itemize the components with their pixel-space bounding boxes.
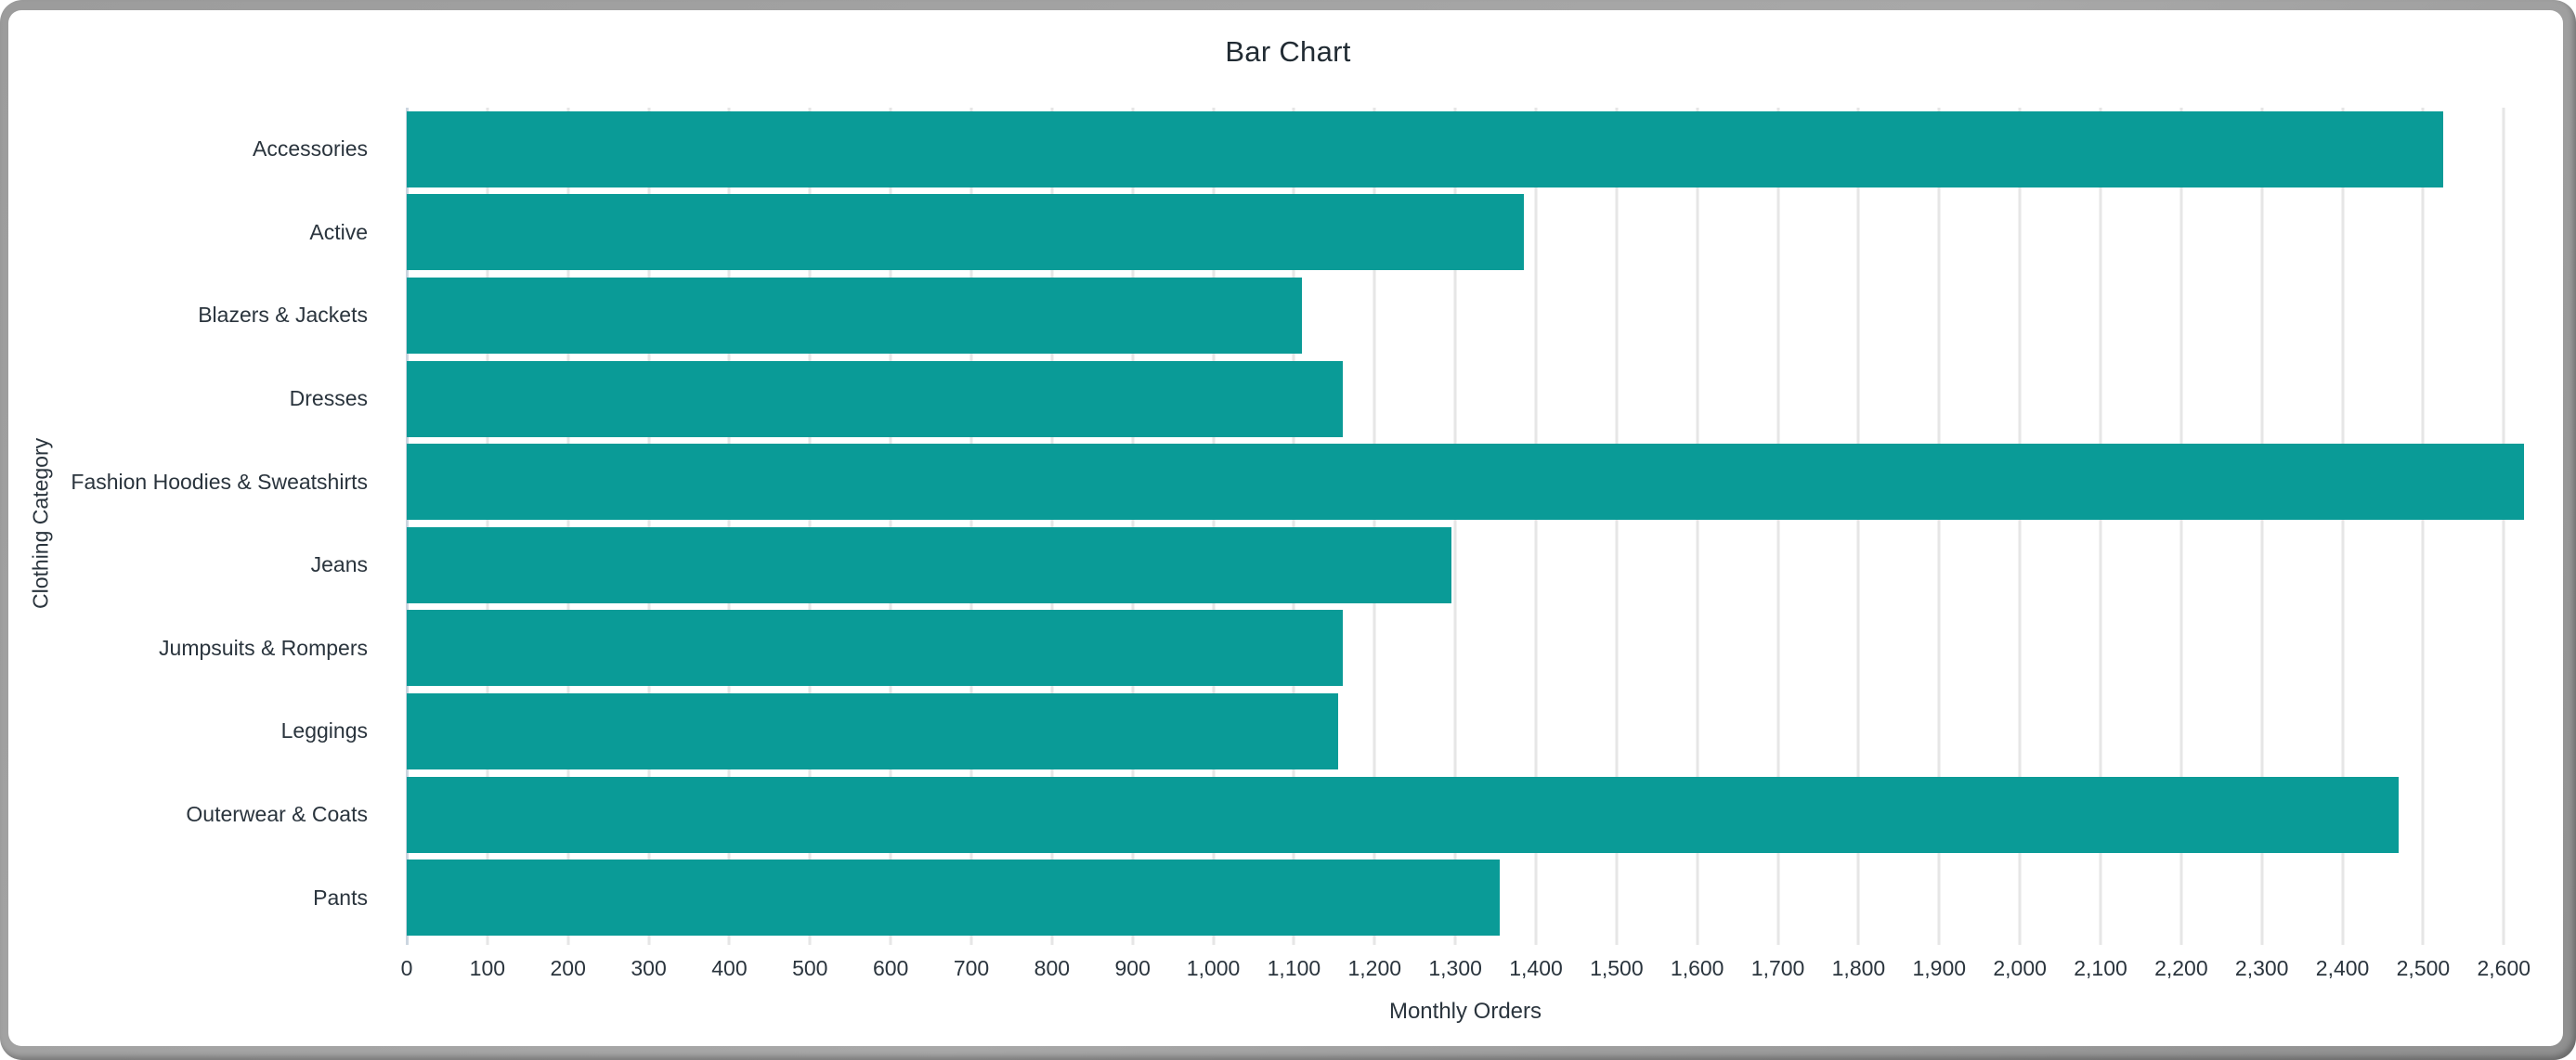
bar-row bbox=[407, 274, 2524, 357]
category-label: Active bbox=[309, 219, 368, 244]
bar-row bbox=[407, 524, 2524, 607]
gridline bbox=[647, 108, 651, 945]
gridline bbox=[969, 108, 973, 945]
gridline bbox=[808, 108, 812, 945]
gridline bbox=[1373, 108, 1376, 945]
axis-baseline bbox=[406, 108, 409, 945]
x-tick-label: 2,300 bbox=[2234, 956, 2289, 980]
category-label: Jeans bbox=[310, 552, 368, 577]
gridline bbox=[566, 108, 570, 945]
bar-jumpsuits-rompers[interactable] bbox=[407, 610, 1343, 687]
gridline bbox=[1292, 108, 1295, 945]
x-tick-label: 1,300 bbox=[1428, 956, 1482, 980]
bar-blazers-jackets[interactable] bbox=[407, 277, 1303, 354]
x-tick-label: 1,900 bbox=[1912, 956, 1967, 980]
category-label: Jumpsuits & Rompers bbox=[159, 635, 368, 660]
gridline bbox=[2099, 108, 2102, 945]
x-tick-label: 2,000 bbox=[1993, 956, 2047, 980]
x-tick-label: 2,200 bbox=[2154, 956, 2208, 980]
gridline bbox=[2502, 108, 2505, 945]
x-tick-label: 0 bbox=[400, 956, 413, 980]
gridline bbox=[1534, 108, 1538, 945]
category-label: Accessories bbox=[253, 136, 368, 162]
chart-title: Bar Chart bbox=[1225, 35, 1351, 68]
gridline bbox=[1050, 108, 1054, 945]
x-tick-label: 1,000 bbox=[1186, 956, 1241, 980]
x-tick-label: 900 bbox=[1114, 956, 1151, 980]
gridline bbox=[889, 108, 892, 945]
gridline bbox=[1453, 108, 1457, 945]
bar-outerwear-coats[interactable] bbox=[407, 776, 2400, 853]
x-tick-label: 300 bbox=[631, 956, 667, 980]
x-tick-label: 1,400 bbox=[1509, 956, 1563, 980]
gridline bbox=[1696, 108, 1699, 945]
category-label: Blazers & Jackets bbox=[198, 303, 368, 328]
gridline bbox=[2421, 108, 2425, 945]
category-label: Fashion Hoodies & Sweatshirts bbox=[71, 469, 368, 494]
category-label: Pants bbox=[313, 885, 368, 910]
gridline bbox=[2260, 108, 2264, 945]
category-label: Leggings bbox=[280, 718, 368, 743]
x-tick-label: 1,700 bbox=[1750, 956, 1805, 980]
gridline bbox=[2341, 108, 2345, 945]
plot-area bbox=[406, 108, 2524, 945]
gridline bbox=[1776, 108, 1780, 945]
gridline bbox=[1856, 108, 1860, 945]
bar-row bbox=[407, 108, 2524, 191]
x-tick-label: 1,800 bbox=[1831, 956, 1886, 980]
gridline bbox=[2018, 108, 2022, 945]
bar-row bbox=[407, 440, 2524, 524]
gridline bbox=[486, 108, 489, 945]
x-tick-label: 2,400 bbox=[2315, 956, 2370, 980]
bar-pants[interactable] bbox=[407, 860, 1500, 937]
gridline bbox=[1212, 108, 1216, 945]
x-tick-label: 400 bbox=[711, 956, 748, 980]
bar-row bbox=[407, 690, 2524, 773]
bar-accessories[interactable] bbox=[407, 110, 2444, 187]
x-tick-label: 800 bbox=[1034, 956, 1071, 980]
x-tick-label: 2,500 bbox=[2396, 956, 2451, 980]
x-tick-label: 1,500 bbox=[1590, 956, 1644, 980]
gridline bbox=[727, 108, 731, 945]
x-tick-label: 1,600 bbox=[1670, 956, 1724, 980]
gridline bbox=[2179, 108, 2183, 945]
bar-row bbox=[407, 607, 2524, 691]
gridline bbox=[1131, 108, 1135, 945]
x-axis-ticks: 0 100 200 300 400 500 600 700 800 900 1,000 1,100 1,… bbox=[401, 956, 2530, 988]
x-tick-label: 200 bbox=[550, 956, 586, 980]
x-axis-title: Monthly Orders bbox=[1388, 999, 1542, 1024]
bar-leggings[interactable] bbox=[407, 692, 1339, 769]
x-tick-label: 700 bbox=[953, 956, 990, 980]
x-tick-label: 1,100 bbox=[1267, 956, 1321, 980]
bar-row bbox=[407, 357, 2524, 441]
bar-active[interactable] bbox=[407, 194, 1524, 271]
category-label: Outerwear & Coats bbox=[186, 802, 368, 827]
x-tick-label: 2,100 bbox=[2074, 956, 2127, 980]
x-tick-label: 1,200 bbox=[1347, 956, 1402, 980]
x-tick-label: 600 bbox=[872, 956, 909, 980]
bar-dresses[interactable] bbox=[407, 360, 1343, 437]
x-tick-label: 2,600 bbox=[2477, 956, 2531, 980]
bar-row bbox=[407, 856, 2524, 939]
bar-row bbox=[407, 773, 2524, 857]
bar-jeans[interactable] bbox=[407, 526, 1451, 603]
gridline bbox=[1937, 108, 1941, 945]
x-tick-label: 500 bbox=[792, 956, 828, 980]
bar-fashion-hoodies-sweatshirts[interactable] bbox=[407, 444, 2524, 521]
category-label: Dresses bbox=[289, 386, 368, 411]
gridline bbox=[1615, 108, 1619, 945]
category-axis: Accessories Active Blazers & Jackets Dresse… bbox=[0, 108, 396, 939]
bar-row bbox=[407, 191, 2524, 275]
x-tick-label: 100 bbox=[469, 956, 506, 980]
